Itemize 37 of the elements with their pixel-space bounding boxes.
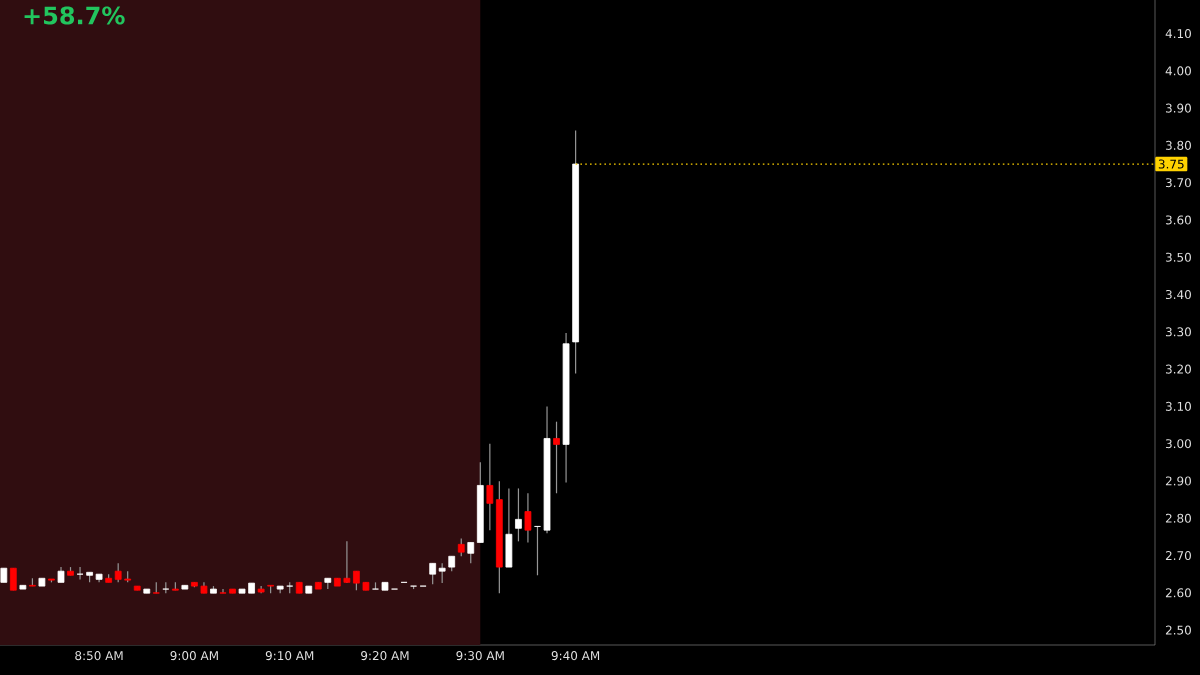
- y-tick-label: 3.70: [1165, 178, 1191, 188]
- candlestick: [486, 443, 494, 531]
- y-tick-label: 3.00: [1165, 439, 1191, 449]
- ref-line-label: 3.75: [1158, 159, 1184, 169]
- y-tick-label: 2.60: [1165, 588, 1191, 598]
- candlestick: [524, 492, 532, 544]
- candlestick: [429, 562, 437, 585]
- y-tick-label: 3.80: [1165, 140, 1191, 150]
- y-tick-label: 3.60: [1165, 215, 1191, 225]
- y-tick-label: 4.00: [1165, 66, 1191, 76]
- y-tick-label: 2.80: [1165, 513, 1191, 523]
- y-tick-label: 2.90: [1165, 476, 1191, 486]
- candlestick: [343, 540, 351, 584]
- chart-title: +58.7%: [24, 6, 125, 25]
- candlestick: [515, 487, 522, 542]
- y-tick-label: 3.40: [1165, 290, 1191, 300]
- x-tick-label: 9:10 AM: [265, 651, 314, 661]
- x-tick-label: 9:00 AM: [170, 651, 218, 661]
- x-tick-label: 9:40 AM: [551, 651, 600, 661]
- x-tick-label: 8:50 AM: [75, 651, 123, 661]
- y-tick-label: 3.20: [1165, 364, 1191, 374]
- x-tick-label: 9:20 AM: [361, 651, 409, 661]
- candlestick: [553, 421, 560, 494]
- candlestick: [219, 588, 227, 594]
- y-tick-label: 3.90: [1165, 103, 1191, 113]
- y-tick-label: 4.10: [1165, 29, 1191, 39]
- candlestick: [438, 562, 446, 584]
- candlestick: [114, 562, 122, 583]
- candlestick: [9, 567, 17, 591]
- candlestick: [467, 541, 475, 564]
- y-tick-label: 3.10: [1165, 401, 1191, 411]
- y-tick-label: 2.50: [1165, 625, 1191, 635]
- y-tick-label: 2.70: [1165, 550, 1191, 561]
- x-tick-label: 9:30 AM: [456, 651, 504, 661]
- candlestick: [353, 570, 360, 591]
- y-tick-label: 3.50: [1165, 252, 1191, 262]
- y-tick-label: 3.30: [1165, 327, 1191, 337]
